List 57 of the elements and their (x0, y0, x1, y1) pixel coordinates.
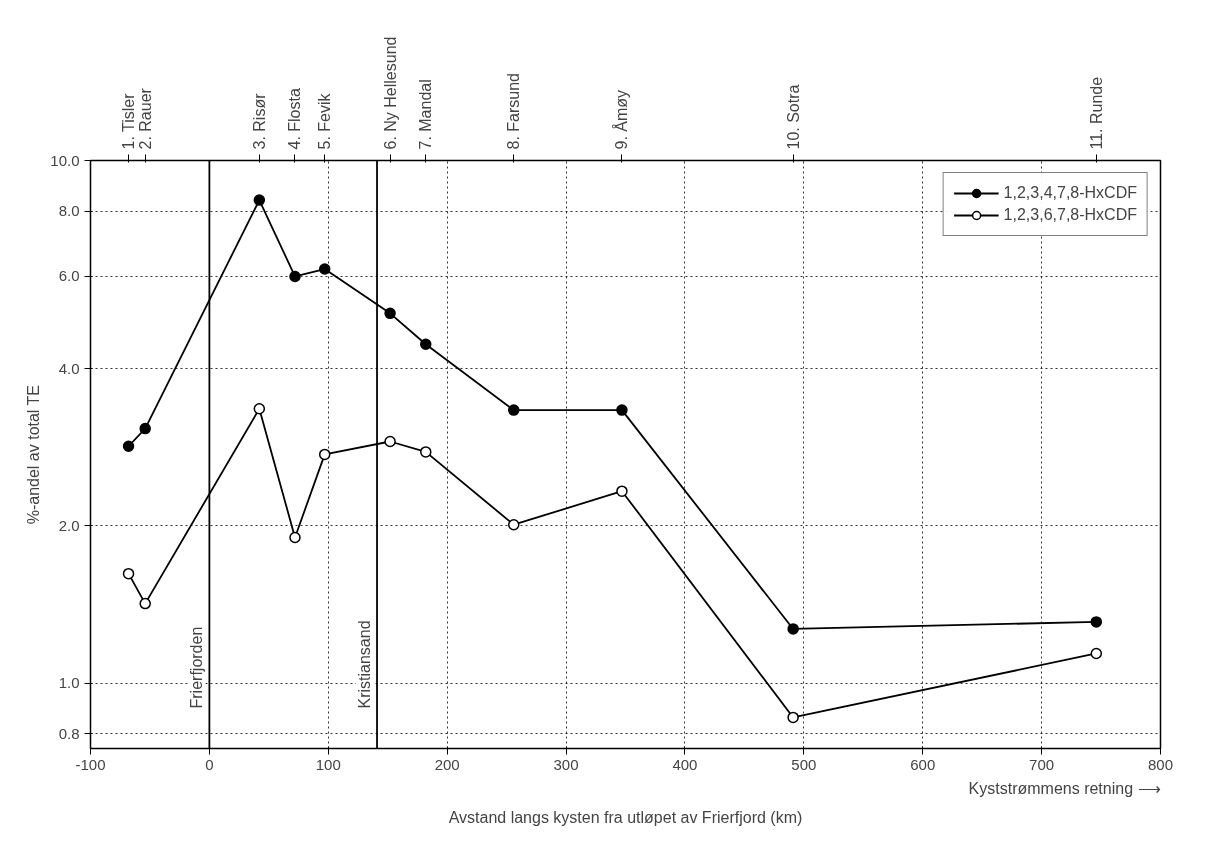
text: Kyststrømmens retning ⟶ (968, 779, 1161, 797)
annotation: 11. Runde (1087, 76, 1105, 150)
point (253, 403, 266, 415)
x-tick-label: 700 (1029, 755, 1055, 773)
point (616, 485, 628, 497)
x-tick-label: 0 (205, 755, 214, 773)
point (1090, 647, 1103, 660)
annotation: 3. Risør (250, 92, 268, 150)
y-tick-label: 1.0 (58, 674, 80, 692)
x-tick-label: 800 (1147, 755, 1174, 773)
point (289, 270, 301, 283)
annotation: 9. Åmøy (612, 89, 631, 150)
annotation: 4. Flosta (286, 88, 304, 150)
annotation: 10. Sotra (784, 84, 802, 150)
y-tick-label: 0.8 (58, 724, 80, 742)
point (318, 448, 331, 461)
point (420, 446, 432, 458)
ref-line-label: Kristiansand (356, 620, 374, 709)
annotation: 1. Tisler (120, 92, 138, 150)
x-axis-title: Avstand langs kysten fra utløpet av Frierfjord (km) (448, 808, 803, 826)
annotation: 2. Rauer (136, 87, 154, 150)
point (289, 531, 301, 544)
point (253, 194, 266, 206)
point (787, 623, 799, 635)
legend-label: 1,2,3,6,7,8-HxCDF (1003, 206, 1137, 224)
x-tick-label: 500 (791, 755, 817, 773)
x-tick-label: 100 (315, 755, 341, 773)
y-tick-label: 10.0 (50, 151, 80, 169)
point (384, 435, 396, 448)
annotation: 7. Mandal (417, 79, 435, 150)
point (1090, 616, 1103, 628)
point (139, 422, 151, 435)
point (507, 404, 520, 416)
legend-label: 1,2,3,4,7,8-HxCDF (1003, 184, 1137, 202)
point (787, 711, 799, 724)
point (318, 263, 331, 275)
x-tick-label: 300 (553, 755, 579, 773)
point (384, 307, 396, 320)
point (616, 404, 628, 416)
x-tick-label: 400 (672, 755, 698, 773)
point (420, 338, 432, 351)
point (139, 597, 151, 610)
annotation: 5. Fevik (316, 92, 334, 150)
y-tick-label: 4.0 (58, 359, 80, 377)
y-axis-title: %-andel av total TE (25, 384, 43, 525)
annotation: 6. Ny Hellesund (381, 36, 399, 150)
y-tick-label: 8.0 (58, 202, 80, 220)
point (122, 567, 135, 580)
ref-line-label: Frierfjorden (188, 626, 206, 709)
annotation: 8. Farsund (505, 73, 523, 150)
point (122, 440, 135, 452)
x-tick-label: 600 (910, 755, 936, 773)
y-tick-label: 6.0 (58, 267, 80, 285)
y-tick-label: 2.0 (58, 516, 80, 534)
x-tick-label: -100 (75, 755, 106, 773)
point (507, 518, 520, 531)
x-tick-label: 200 (434, 755, 460, 773)
